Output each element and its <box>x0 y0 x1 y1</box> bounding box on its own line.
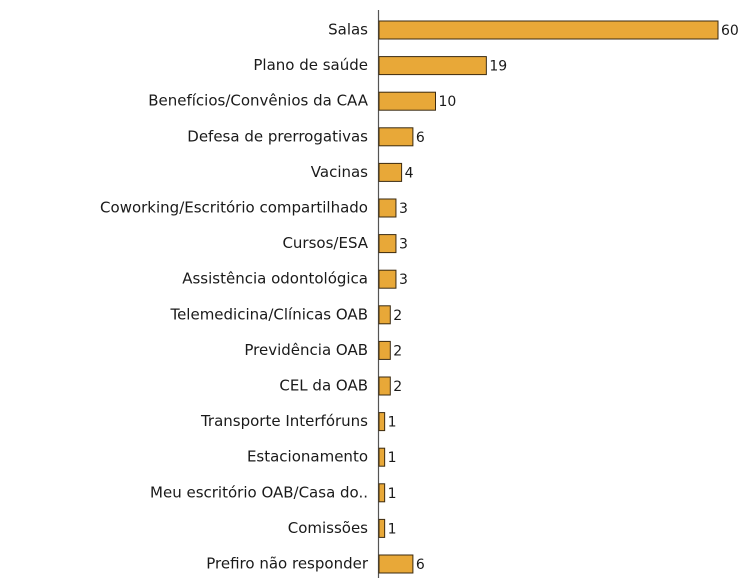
value-label: 1 <box>388 521 397 537</box>
bar <box>378 305 391 325</box>
value-label: 6 <box>416 557 425 573</box>
bar <box>378 483 386 503</box>
category-label: Prefiro não responder <box>206 555 369 573</box>
category-label: Plano de saúde <box>253 56 368 74</box>
value-label: 60 <box>721 23 739 39</box>
bar <box>378 447 386 467</box>
category-label: Coworking/Escritório compartilhado <box>100 199 368 217</box>
value-label: 4 <box>405 165 414 181</box>
bar <box>378 376 391 396</box>
value-label: 2 <box>393 343 402 359</box>
category-label: Previdência OAB <box>244 341 368 359</box>
bar <box>378 56 487 76</box>
category-label: Vacinas <box>311 163 368 181</box>
bar <box>378 127 414 147</box>
bar <box>378 340 391 360</box>
category-label: Cursos/ESA <box>282 234 368 252</box>
category-label: CEL da OAB <box>279 377 368 395</box>
category-label: Assistência odontológica <box>182 270 368 288</box>
value-label: 2 <box>393 379 402 395</box>
bar <box>378 91 436 111</box>
value-label: 19 <box>489 59 507 75</box>
value-label: 2 <box>393 308 402 324</box>
category-label: Benefícios/Convênios da CAA <box>148 92 368 110</box>
bar <box>378 198 397 218</box>
value-label: 3 <box>399 272 408 288</box>
value-label: 10 <box>439 94 457 110</box>
bar <box>378 20 719 40</box>
value-label: 3 <box>399 201 408 217</box>
category-label: Comissões <box>288 519 368 537</box>
bar <box>378 234 397 254</box>
category-label: Defesa de prerrogativas <box>187 127 368 145</box>
category-label: Salas <box>328 21 368 39</box>
value-label: 1 <box>388 415 397 431</box>
bar <box>378 162 403 182</box>
value-label: 1 <box>388 486 397 502</box>
category-label: Estacionamento <box>247 448 368 466</box>
category-label: Meu escritório OAB/Casa do.. <box>150 483 368 501</box>
category-label: Telemedicina/Clínicas OAB <box>169 305 368 323</box>
bar <box>378 518 386 538</box>
value-label: 6 <box>416 130 425 146</box>
category-label: Transporte Interfóruns <box>200 412 368 430</box>
bar <box>378 269 397 289</box>
value-label: 3 <box>399 237 408 253</box>
bar <box>378 554 414 574</box>
value-label: 1 <box>388 450 397 466</box>
bar <box>378 412 386 432</box>
